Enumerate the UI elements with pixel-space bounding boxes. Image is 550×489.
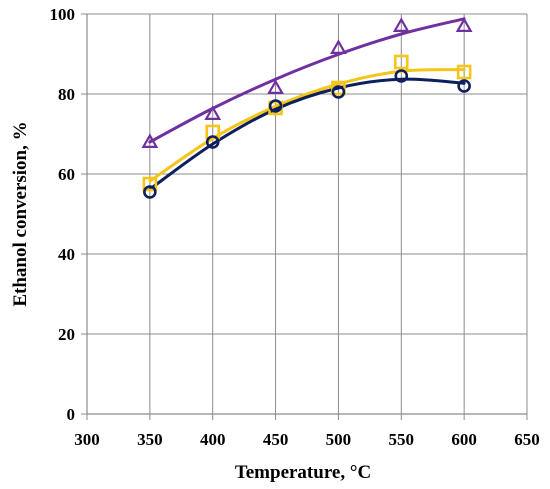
y-tick-label: 20 <box>58 325 75 344</box>
circle-marker <box>331 85 346 99</box>
y-tick-label: 40 <box>58 245 75 264</box>
triangle-marker <box>141 133 159 148</box>
triangle-marker <box>455 17 473 32</box>
x-tick-label: 650 <box>514 430 540 449</box>
grid <box>81 13 528 420</box>
x-tick-label: 550 <box>389 430 415 449</box>
x-tick-label: 600 <box>451 430 477 449</box>
y-tick-label: 60 <box>58 165 75 184</box>
x-tick-label: 400 <box>200 430 226 449</box>
x-tick-label: 500 <box>326 430 352 449</box>
triangle-marker <box>330 39 347 54</box>
triangle-marker <box>392 17 410 32</box>
x-tick-label: 300 <box>74 430 100 449</box>
x-tick-label: 350 <box>137 430 163 449</box>
y-tick-label: 80 <box>58 85 75 104</box>
square-marker <box>205 124 221 140</box>
tick-labels: 300 350 400 450 500 550 600 650 0 20 40 60 80 100 <box>50 5 540 449</box>
circle-marker <box>268 99 283 113</box>
triangle-marker <box>204 105 222 120</box>
triangle-marker <box>267 79 284 94</box>
circle-marker <box>143 185 157 199</box>
square-series-trendline <box>148 68 466 183</box>
circle-marker <box>394 69 409 83</box>
x-tick-label: 450 <box>263 430 289 449</box>
triangle-series-trendline <box>148 17 466 144</box>
x-axis-title: Temperature, °C <box>235 462 371 483</box>
circle-marker <box>457 79 471 93</box>
square-marker <box>142 176 158 192</box>
y-tick-label: 100 <box>50 5 76 24</box>
y-axis-title: Ethanol conversion, % <box>10 121 31 306</box>
y-tick-label: 0 <box>67 405 76 424</box>
circle-series-trendline <box>148 77 466 191</box>
square-marker <box>456 64 472 80</box>
square-marker <box>393 54 409 70</box>
trend-lines <box>148 17 466 191</box>
square-marker <box>331 80 346 96</box>
circle-marker <box>205 135 220 149</box>
data-markers <box>141 17 473 199</box>
